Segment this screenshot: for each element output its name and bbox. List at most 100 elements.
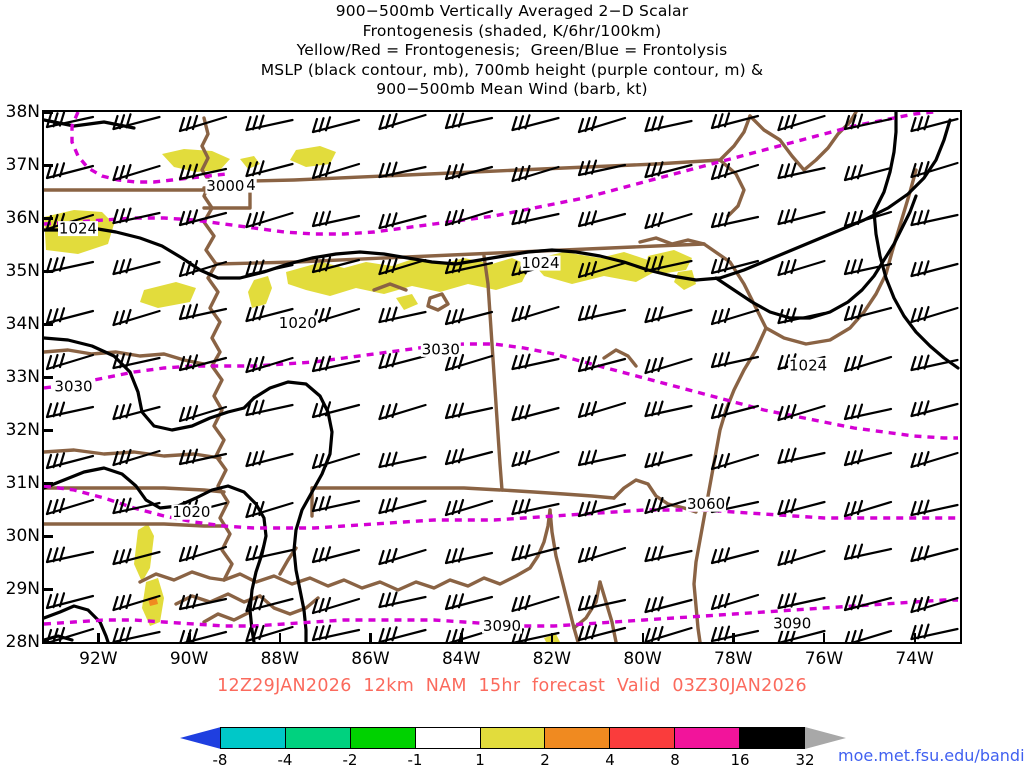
wind-barb bbox=[378, 591, 427, 609]
wind-barb bbox=[112, 258, 161, 276]
wind-barb bbox=[311, 306, 361, 325]
mslp-contours bbox=[44, 112, 960, 642]
longitude-label: 86W bbox=[351, 649, 390, 669]
title-line-3: Yellow/Red = Frontogenesis; Green/Blue =… bbox=[296, 41, 728, 59]
wind-barb bbox=[444, 257, 494, 275]
wind-barb bbox=[178, 303, 228, 321]
wind-barb bbox=[577, 304, 627, 322]
wind-barb bbox=[644, 161, 693, 179]
wind-barb bbox=[843, 164, 893, 182]
wind-barb bbox=[910, 115, 959, 133]
chart-title-block: 900−500mb Vertically Averaged 2−D Scalar… bbox=[0, 2, 1024, 100]
wind-barb bbox=[910, 354, 959, 372]
title-line-1: 900−500mb Vertically Averaged 2−D Scalar bbox=[335, 2, 689, 20]
wind-barb bbox=[843, 543, 893, 561]
wind-barb bbox=[112, 593, 161, 612]
colorbar-swatch bbox=[675, 728, 741, 748]
wind-barb bbox=[910, 160, 959, 179]
wind-barb bbox=[777, 208, 826, 226]
wind-barb bbox=[444, 402, 494, 420]
wind-barb bbox=[577, 260, 627, 279]
wind-barb bbox=[777, 113, 826, 132]
height-contour-label-backdrop bbox=[205, 178, 246, 194]
wind-barb bbox=[577, 210, 627, 228]
wind-barb bbox=[311, 355, 361, 373]
mslp-contour-label-backdrop bbox=[520, 255, 561, 271]
wind-barb bbox=[444, 163, 494, 181]
latitude-label: 37N bbox=[5, 155, 40, 175]
colorbar-tick-label: 4 bbox=[605, 751, 615, 769]
mslp-contour-label: 1020 bbox=[279, 314, 317, 332]
wind-barb bbox=[843, 594, 893, 612]
colorbar-tick-label: 2 bbox=[540, 751, 550, 769]
height-contour-label-backdrop bbox=[482, 618, 522, 634]
wind-barb bbox=[577, 355, 627, 373]
latitude-label: 36N bbox=[5, 208, 40, 228]
wind-barb bbox=[511, 114, 560, 132]
wind-barb bbox=[112, 497, 161, 515]
contour-label-layer: 1024102410241020102010243000303030303060… bbox=[53, 176, 829, 635]
wind-barb bbox=[843, 354, 893, 373]
wind-barb bbox=[777, 403, 826, 422]
wind-barb bbox=[644, 115, 693, 133]
wind-barb bbox=[444, 448, 494, 466]
wind-barb bbox=[577, 400, 627, 419]
wind-barb bbox=[178, 209, 228, 227]
wind-barb bbox=[777, 162, 826, 180]
site-watermark: moe.met.fsu.edu/banding bbox=[838, 746, 1024, 765]
latitude-tick bbox=[44, 217, 53, 220]
wind-barb bbox=[112, 626, 161, 642]
wind-barb bbox=[777, 258, 826, 277]
colorbar-swatch bbox=[285, 728, 351, 748]
longitude-tick bbox=[822, 633, 826, 642]
wind-barb bbox=[378, 451, 427, 469]
wind-barb bbox=[45, 546, 95, 564]
wind-barb bbox=[444, 547, 494, 565]
wind-barb bbox=[46, 626, 95, 642]
latitude-label: 38N bbox=[5, 102, 40, 122]
wind-barb bbox=[378, 497, 427, 515]
latitude-label: 30N bbox=[5, 526, 40, 546]
wind-barb bbox=[378, 547, 427, 566]
wind-barb bbox=[644, 356, 693, 375]
wind-barb bbox=[45, 162, 95, 180]
wind-barb bbox=[178, 114, 228, 133]
wind-barb bbox=[245, 450, 294, 468]
wind-barb bbox=[311, 116, 361, 134]
wind-barb bbox=[112, 163, 161, 182]
wind-barb bbox=[710, 625, 760, 642]
longitude-tick bbox=[97, 633, 100, 642]
wind-barb bbox=[311, 451, 361, 470]
colorbar-tick-label: 32 bbox=[795, 751, 815, 769]
colorbar-swatch bbox=[610, 728, 676, 748]
wind-barb bbox=[444, 353, 494, 372]
wind-barb bbox=[511, 449, 560, 468]
latitude-label: 34N bbox=[5, 314, 40, 334]
height-contour-label-backdrop bbox=[686, 496, 727, 512]
wind-barb bbox=[910, 450, 959, 469]
wind-barb bbox=[511, 208, 560, 226]
longitude-tick bbox=[641, 633, 645, 642]
wind-barb bbox=[112, 448, 161, 467]
wind-barb bbox=[843, 258, 893, 276]
wind-barb bbox=[843, 449, 893, 467]
wind-barb bbox=[179, 628, 228, 642]
longitude-label: 88W bbox=[260, 649, 300, 669]
wind-barb bbox=[710, 547, 760, 565]
wind-barb bbox=[577, 594, 627, 612]
latitude-label: 32N bbox=[5, 420, 40, 440]
wind-barb bbox=[577, 624, 627, 642]
wind-barb bbox=[178, 163, 228, 181]
wind-barb bbox=[45, 401, 95, 419]
wind-barb bbox=[910, 545, 959, 563]
wind-barb bbox=[245, 355, 294, 374]
wind-barb bbox=[45, 307, 95, 325]
colorbar-swatch bbox=[221, 728, 286, 748]
wind-barb bbox=[577, 115, 627, 134]
colorbar-tick-label: -4 bbox=[277, 751, 293, 769]
wind-barb bbox=[843, 113, 893, 131]
longitude-tick bbox=[278, 633, 282, 642]
wind-barb bbox=[311, 546, 361, 564]
longitude-tick bbox=[913, 633, 917, 642]
wind-barb bbox=[178, 354, 228, 372]
